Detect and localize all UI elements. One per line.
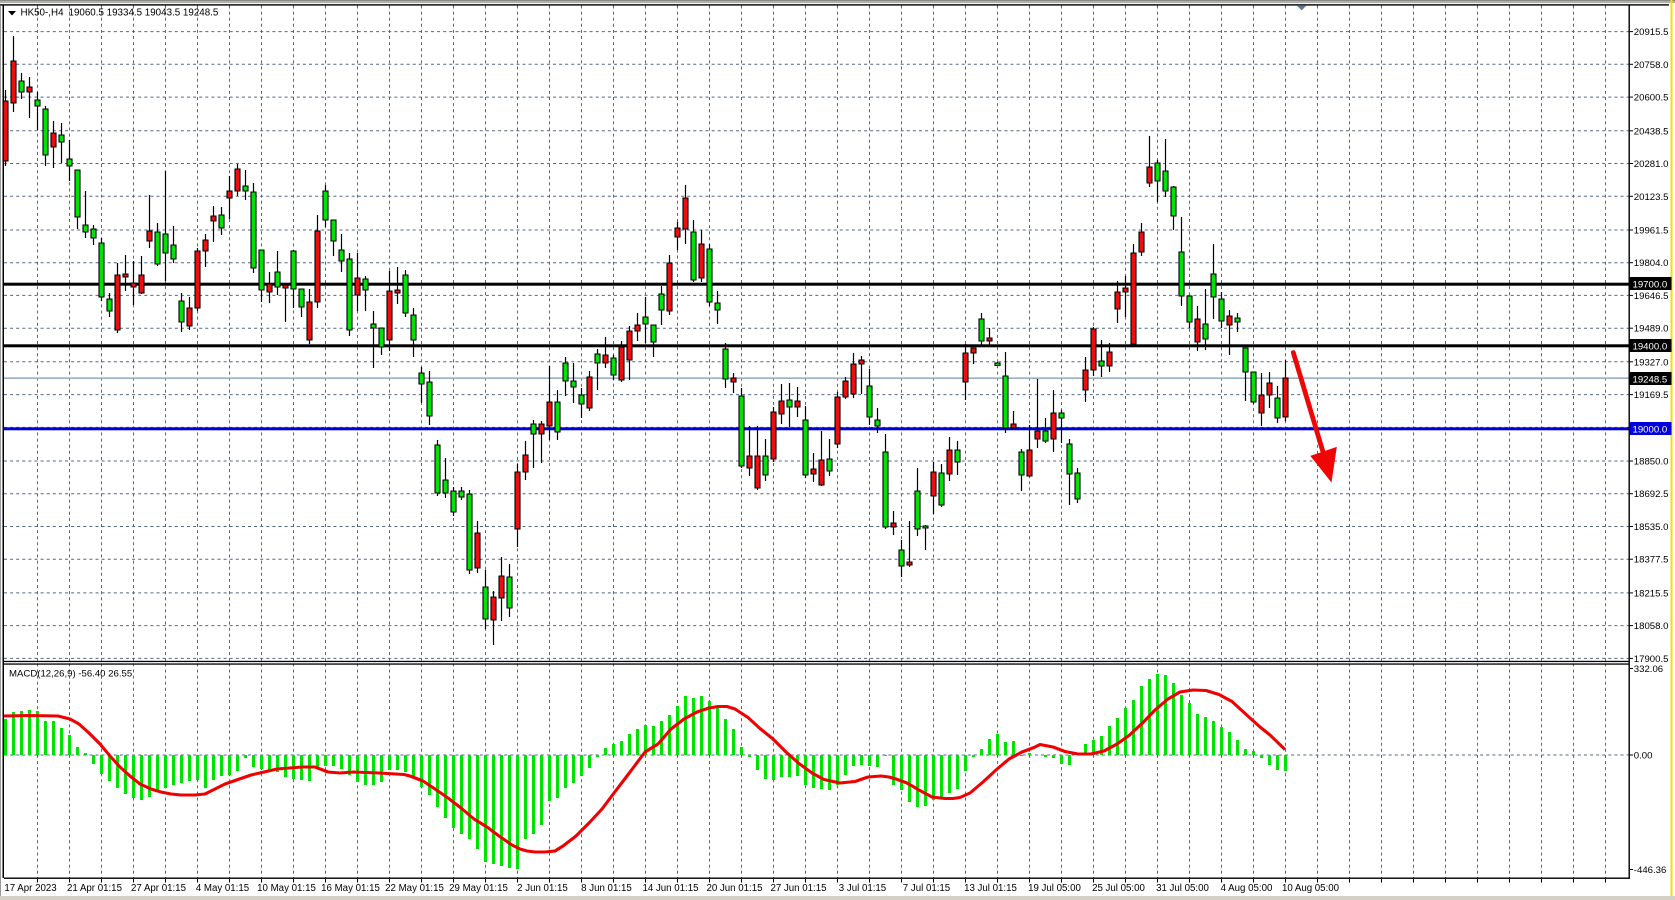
svg-text:31 Jul 05:00: 31 Jul 05:00	[1156, 883, 1209, 894]
svg-text:20281.0: 20281.0	[1634, 159, 1669, 170]
svg-text:22 May 01:15: 22 May 01:15	[385, 883, 444, 894]
svg-text:29 May 01:15: 29 May 01:15	[449, 883, 508, 894]
svg-text:20915.5: 20915.5	[1634, 27, 1669, 38]
svg-text:13 Jul 01:15: 13 Jul 01:15	[964, 883, 1017, 894]
svg-text:20600.5: 20600.5	[1634, 93, 1669, 104]
svg-text:18215.5: 18215.5	[1634, 588, 1669, 599]
svg-text:332.06: 332.06	[1634, 664, 1663, 675]
svg-text:20123.5: 20123.5	[1634, 192, 1669, 203]
svg-text:19 Jul 05:00: 19 Jul 05:00	[1028, 883, 1081, 894]
svg-text:19804.0: 19804.0	[1634, 258, 1669, 269]
svg-text:-446.36: -446.36	[1634, 865, 1667, 876]
svg-text:18692.5: 18692.5	[1634, 489, 1669, 500]
svg-text:27 Apr 01:15: 27 Apr 01:15	[131, 883, 186, 894]
svg-text:7 Jul 01:15: 7 Jul 01:15	[903, 883, 950, 894]
svg-text:2 Jun 01:15: 2 Jun 01:15	[517, 883, 568, 894]
svg-text:MACD(12,26,9) -56.40 26.55: MACD(12,26,9) -56.40 26.55	[9, 669, 132, 680]
svg-text:4 Aug 05:00: 4 Aug 05:00	[1221, 883, 1273, 894]
svg-text:19400.0: 19400.0	[1633, 342, 1668, 353]
svg-text:17900.5: 17900.5	[1634, 654, 1669, 665]
svg-text:10 May 01:15: 10 May 01:15	[257, 883, 316, 894]
svg-text:19000.0: 19000.0	[1633, 425, 1668, 436]
svg-text:8 Jun 01:15: 8 Jun 01:15	[581, 883, 632, 894]
svg-text:19961.5: 19961.5	[1634, 226, 1669, 237]
svg-text:18535.0: 18535.0	[1634, 522, 1669, 533]
svg-text:18058.0: 18058.0	[1634, 621, 1669, 632]
svg-text:10 Aug 05:00: 10 Aug 05:00	[1282, 883, 1340, 894]
svg-text:14 Jun 01:15: 14 Jun 01:15	[642, 883, 698, 894]
svg-text:27 Jun 01:15: 27 Jun 01:15	[770, 883, 826, 894]
svg-text:16 May 01:15: 16 May 01:15	[321, 883, 380, 894]
svg-text:19169.5: 19169.5	[1634, 390, 1669, 401]
svg-text:18377.5: 18377.5	[1634, 555, 1669, 566]
svg-text:20 Jun 01:15: 20 Jun 01:15	[706, 883, 762, 894]
svg-text:21 Apr 01:15: 21 Apr 01:15	[67, 883, 122, 894]
svg-text:19327.0: 19327.0	[1634, 357, 1669, 368]
svg-text:20758.0: 20758.0	[1634, 60, 1669, 71]
svg-text:0.00: 0.00	[1634, 751, 1653, 762]
svg-text:4 May 01:15: 4 May 01:15	[196, 883, 249, 894]
svg-text:18850.0: 18850.0	[1634, 457, 1669, 468]
svg-text:19700.0: 19700.0	[1633, 280, 1668, 291]
svg-text:25 Jul 05:00: 25 Jul 05:00	[1092, 883, 1145, 894]
svg-text:20438.5: 20438.5	[1634, 126, 1669, 137]
svg-text:17 Apr 2023: 17 Apr 2023	[4, 883, 56, 894]
svg-text:19248.5: 19248.5	[1633, 375, 1668, 386]
svg-text:3 Jul 01:15: 3 Jul 01:15	[839, 883, 886, 894]
svg-text:19646.5: 19646.5	[1634, 291, 1669, 302]
svg-text:19489.0: 19489.0	[1634, 324, 1669, 335]
